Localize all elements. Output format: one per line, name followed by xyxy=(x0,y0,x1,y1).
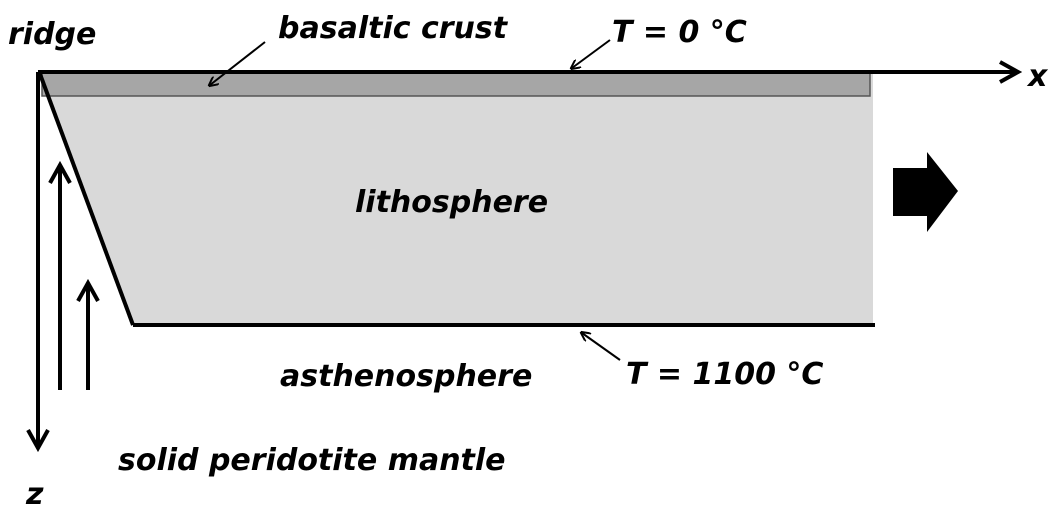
lithosphere-boundary-slope xyxy=(38,73,135,326)
pointer xyxy=(582,333,621,361)
mantle-label: solid peridotite mantle xyxy=(118,443,506,478)
pointer xyxy=(210,41,266,85)
ridge-label: ridge xyxy=(8,17,96,52)
bottom-temp-label: T = 1100 °C xyxy=(626,357,823,392)
lithosphere-body xyxy=(38,72,873,325)
crust-layer xyxy=(41,71,871,97)
asthenosphere-label: asthenosphere xyxy=(280,359,532,394)
z-axis-label: z xyxy=(25,477,44,510)
top-temp-label: T = 0 °C xyxy=(612,15,747,50)
crust-label: basaltic crust xyxy=(278,11,509,46)
pointer xyxy=(572,39,611,68)
plate-motion-arrow xyxy=(893,152,958,232)
x-axis-label: x xyxy=(1026,59,1049,94)
lithosphere-label: lithosphere xyxy=(355,185,548,220)
